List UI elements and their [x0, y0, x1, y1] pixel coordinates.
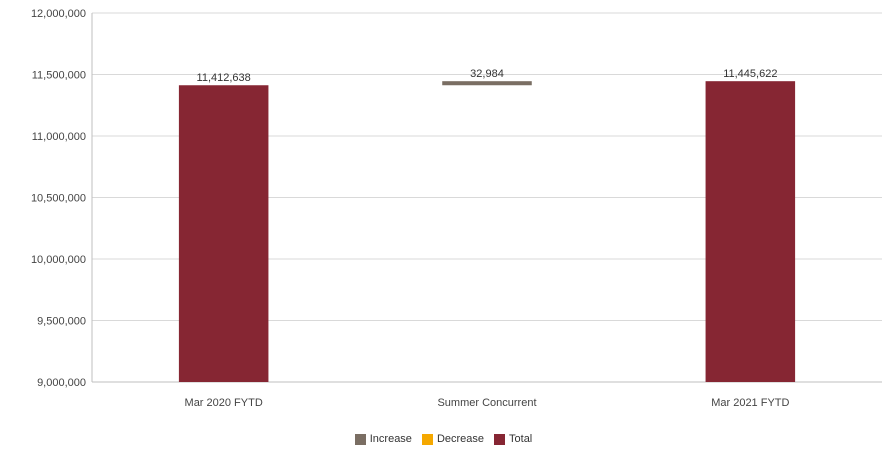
y-tick-label: 10,000,000 [31, 254, 86, 266]
x-tick-label: Summer Concurrent [437, 397, 536, 409]
legend-swatch-increase [354, 433, 366, 445]
legend: Increase Decrease Total [0, 433, 887, 445]
y-tick-label: 9,000,000 [37, 377, 86, 389]
legend-label-increase: Increase [369, 433, 412, 445]
bar-total[interactable] [705, 81, 796, 383]
y-tick-label: 12,000,000 [31, 8, 86, 20]
bar-layer [178, 81, 796, 383]
bar-total[interactable] [178, 85, 269, 382]
data-label: 32,984 [470, 68, 504, 80]
label-layer: 11,412,638 32,984 11,445,622 [197, 68, 778, 84]
y-tick-label: 11,500,000 [32, 70, 86, 82]
y-tick-label: 9,500,000 [37, 316, 86, 328]
waterfall-chart: 9,000,000 9,500,000 10,000,000 10,500,000 11… [31, 8, 882, 409]
axis-layer: 9,000,000 9,500,000 10,000,000 10,500,000 11… [31, 8, 882, 409]
legend-label-decrease: Decrease [436, 433, 485, 445]
legend-swatch-decrease [421, 433, 433, 445]
legend-label-total: Total [509, 433, 533, 445]
data-label: 11,445,622 [723, 68, 777, 80]
y-tick-label: 11,000,000 [32, 131, 86, 143]
legend-swatch-total [494, 433, 506, 445]
legend-item-decrease[interactable]: Decrease [421, 433, 485, 445]
data-label: 11,412,638 [197, 72, 251, 84]
legend-item-total[interactable]: Total [494, 433, 532, 445]
x-tick-label: Mar 2021 FYTD [711, 397, 789, 409]
x-tick-label: Mar 2020 FYTD [185, 397, 263, 409]
y-tick-label: 10,500,000 [31, 193, 86, 205]
legend-item-increase[interactable]: Increase [354, 433, 412, 445]
bar-increase[interactable] [442, 81, 532, 86]
